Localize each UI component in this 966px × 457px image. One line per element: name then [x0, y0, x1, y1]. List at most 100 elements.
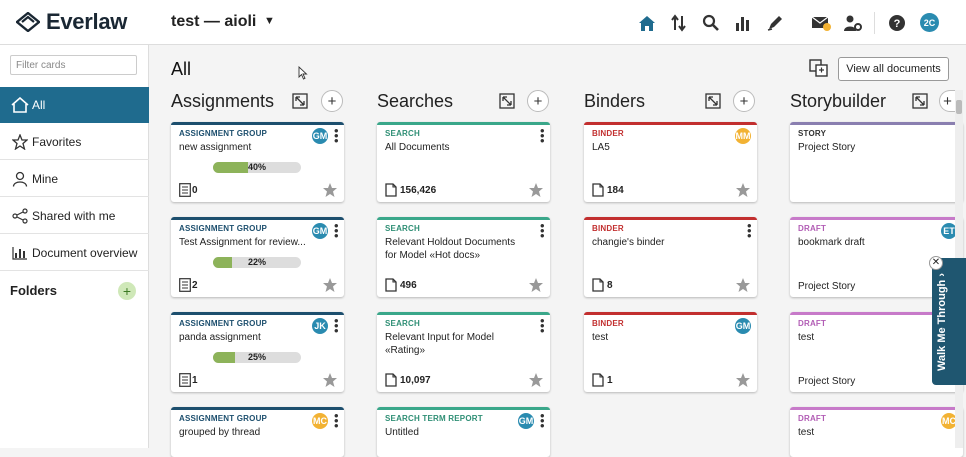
sidebar-item-all[interactable]: All: [0, 87, 149, 123]
card-name: Relevant Input for Model «Rating»: [385, 332, 494, 356]
view-all-documents-button[interactable]: View all documents: [838, 57, 949, 81]
add-folder-button[interactable]: +: [118, 282, 136, 300]
card-stat: 10,097: [385, 373, 431, 387]
expand-icon[interactable]: [909, 90, 931, 112]
plus-icon: +: [739, 92, 749, 110]
sidebar-item-document-overview[interactable]: Document overview: [0, 235, 149, 271]
assignment-card[interactable]: ASSIGNMENT GROUP grouped by thread MC • •…: [171, 407, 344, 457]
more-options-icon[interactable]: • • •: [334, 218, 339, 243]
progress-bar: [213, 352, 301, 363]
expand-icon[interactable]: [496, 90, 518, 112]
column-title-binders: Binders: [584, 91, 646, 111]
favorite-star-icon[interactable]: [322, 182, 338, 198]
case-dropdown-caret-icon[interactable]: ▼: [264, 15, 275, 27]
favorite-star-icon[interactable]: [322, 277, 338, 293]
add-assignment-button[interactable]: +: [321, 90, 343, 112]
case-name[interactable]: test — aioli: [171, 13, 257, 30]
card-name: panda assignment: [179, 332, 261, 343]
scrollbar-thumb[interactable]: [956, 100, 962, 114]
column-title-searches: Searches: [377, 91, 454, 111]
search-term-report-card[interactable]: SEARCH TERM REPORT Untitled GM • • •: [377, 407, 550, 457]
bar-chart-icon: [10, 246, 30, 260]
favorite-star-icon[interactable]: [735, 372, 751, 388]
binder-card[interactable]: BINDER test GM 1: [584, 312, 757, 392]
card-color-bar: [584, 217, 757, 220]
everlaw-logo[interactable]: Everlaw: [16, 9, 127, 35]
pen-icon[interactable]: [764, 12, 786, 34]
owner-avatar: MM: [735, 128, 751, 144]
admin-icon[interactable]: [842, 12, 864, 34]
card-type: BINDER: [592, 224, 624, 233]
card-color-bar: [377, 407, 550, 410]
story-card[interactable]: STORY Project Story: [790, 122, 963, 202]
filter-cards-input[interactable]: [10, 55, 137, 75]
toolbar-divider: [874, 12, 875, 34]
owner-avatar: GM: [312, 128, 328, 144]
card-type: ASSIGNMENT GROUP: [179, 224, 268, 233]
expand-icon[interactable]: [289, 90, 311, 112]
sidebar-item-label: Document overview: [32, 245, 138, 260]
more-options-icon[interactable]: • • •: [334, 408, 339, 433]
document-icon: [385, 183, 397, 197]
search-icon[interactable]: [700, 12, 722, 34]
more-options-icon[interactable]: • • •: [334, 123, 339, 148]
list-icon: [179, 373, 191, 387]
home-icon[interactable]: [636, 12, 658, 34]
card-color-bar: [790, 217, 963, 220]
add-binder-button[interactable]: +: [733, 90, 755, 112]
search-card[interactable]: SEARCH All Documents • • • 156,426: [377, 122, 550, 202]
logo-text: Everlaw: [46, 9, 128, 34]
owner-avatar: GM: [518, 413, 534, 429]
mail-icon[interactable]: [810, 12, 832, 34]
help-icon[interactable]: ?: [886, 12, 908, 34]
favorite-star-icon[interactable]: [528, 182, 544, 198]
binder-card[interactable]: BINDER LA5 MM 184: [584, 122, 757, 202]
close-icon[interactable]: ✕: [929, 256, 943, 270]
assignment-card[interactable]: ASSIGNMENT GROUP panda assignment JK • • •…: [171, 312, 344, 392]
walk-me-through-tab[interactable]: Walk Me Through ›: [932, 258, 966, 385]
user-avatar[interactable]: 2C: [920, 13, 939, 32]
compare-view-icon[interactable]: [809, 59, 829, 77]
favorite-star-icon[interactable]: [735, 277, 751, 293]
assignment-card[interactable]: ASSIGNMENT GROUP new assignment GM • • • 4…: [171, 122, 344, 202]
card-color-bar: [584, 122, 757, 125]
more-options-icon[interactable]: • • •: [540, 408, 545, 433]
list-icon: [179, 278, 191, 292]
document-count: 8: [607, 279, 613, 291]
sort-icon[interactable]: [668, 12, 690, 34]
progress-label: 40%: [247, 162, 266, 172]
favorite-star-icon[interactable]: [735, 182, 751, 198]
analytics-icon[interactable]: [732, 12, 754, 34]
card-type: ASSIGNMENT GROUP: [179, 319, 268, 328]
document-icon: [385, 373, 397, 387]
favorite-star-icon[interactable]: [322, 372, 338, 388]
card-color-bar: [790, 312, 963, 315]
card-name: test: [798, 427, 815, 438]
sidebar-item-favorites[interactable]: Favorites: [0, 124, 149, 160]
add-search-button[interactable]: +: [527, 90, 549, 112]
more-options-icon[interactable]: • • •: [540, 313, 545, 338]
card-name: LA5: [592, 142, 610, 153]
mouse-cursor-icon: [298, 66, 308, 80]
chevron-right-icon: ›: [936, 273, 948, 277]
list-icon: [179, 183, 191, 197]
more-options-icon[interactable]: • • •: [540, 123, 545, 148]
card-type: DRAFT: [798, 414, 827, 423]
walk-me-through-label: Walk Me Through ›: [936, 273, 948, 371]
favorite-star-icon[interactable]: [528, 372, 544, 388]
expand-icon[interactable]: [702, 90, 724, 112]
draft-card[interactable]: DRAFT test MC: [790, 407, 963, 457]
more-options-icon[interactable]: • • •: [334, 313, 339, 338]
assignment-card[interactable]: ASSIGNMENT GROUP Test Assignment for rev…: [171, 217, 344, 297]
search-card[interactable]: SEARCH Relevant Holdout Documents for Mo…: [377, 217, 550, 297]
favorite-star-icon[interactable]: [528, 277, 544, 293]
more-options-icon[interactable]: • • •: [540, 218, 545, 243]
sidebar-item-mine[interactable]: Mine: [0, 161, 149, 197]
add-story-button[interactable]: +: [939, 90, 955, 112]
more-options-icon[interactable]: • • •: [747, 218, 752, 243]
search-card[interactable]: SEARCH Relevant Input for Model «Rating»…: [377, 312, 550, 392]
sidebar-item-shared-with-me[interactable]: Shared with me: [0, 198, 149, 234]
card-count: 1: [192, 374, 198, 386]
card-name: changie's binder: [592, 237, 665, 248]
binder-card[interactable]: BINDER changie's binder • • • 8: [584, 217, 757, 297]
